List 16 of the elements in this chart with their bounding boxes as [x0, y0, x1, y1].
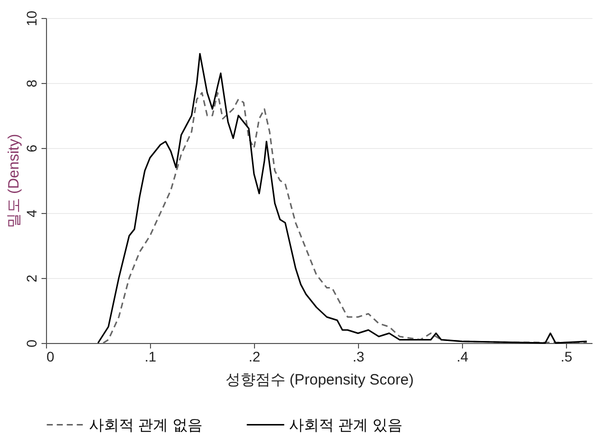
x-tick-label: .1 — [144, 348, 157, 364]
y-axis-title: 밀도 (Density) — [6, 134, 22, 228]
x-axis-title: 성향점수 (Propensity Score) — [225, 372, 414, 388]
x-tick-label: 0 — [46, 348, 54, 364]
y-tick-label: 4 — [24, 209, 40, 218]
legend-label: 사회적 관계 없음 — [89, 416, 202, 434]
y-tick-label: 8 — [24, 79, 40, 88]
y-tick-label: 10 — [24, 10, 40, 26]
y-tick-label: 6 — [24, 144, 40, 152]
x-tick-label: .5 — [560, 348, 573, 364]
x-tick-label: .4 — [456, 348, 469, 364]
y-tick-label: 0 — [24, 339, 40, 348]
x-tick-label: .2 — [248, 348, 261, 364]
x-tick-label: .3 — [352, 348, 365, 364]
y-tick-label: 2 — [24, 274, 40, 282]
legend-label: 사회적 관계 있음 — [289, 416, 402, 434]
